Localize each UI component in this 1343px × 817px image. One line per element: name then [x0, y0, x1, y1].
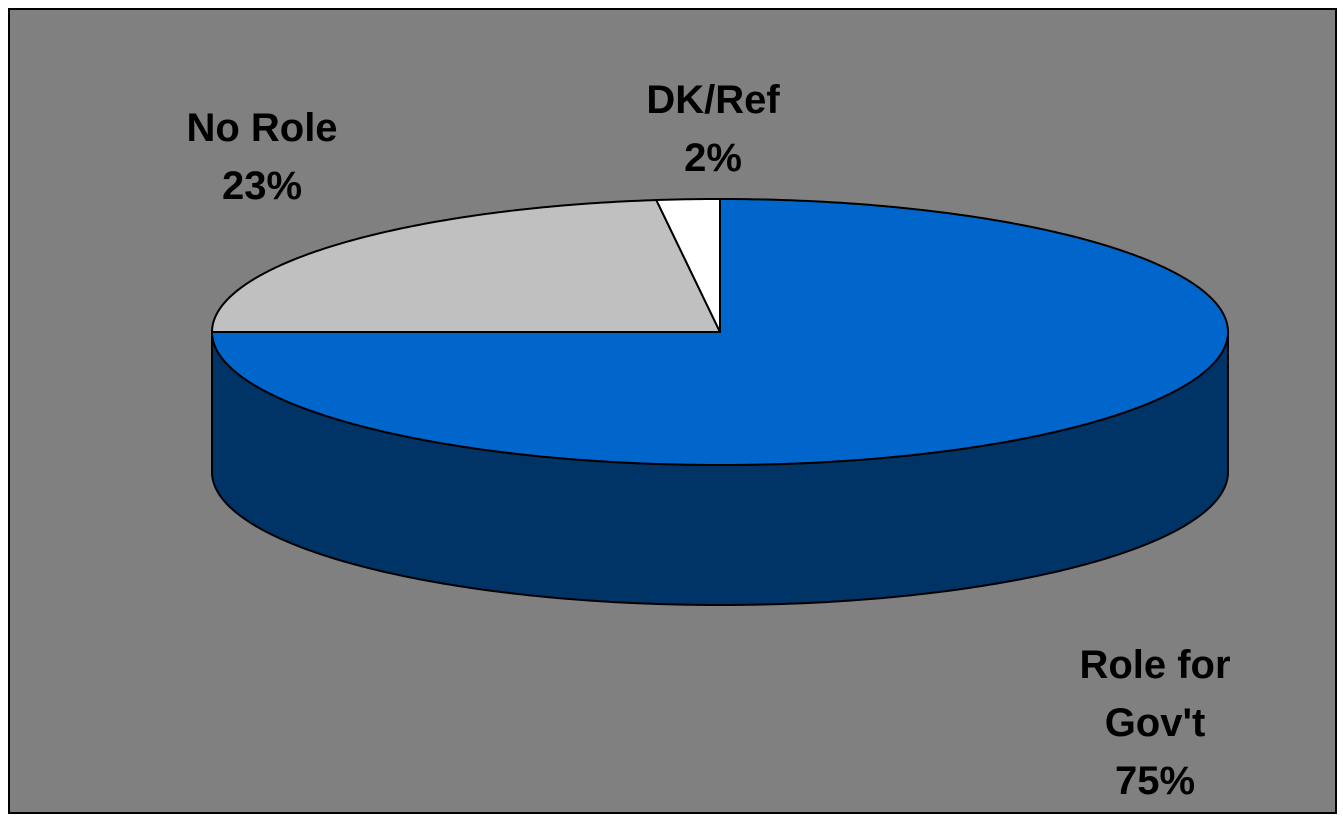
value-label: 23% — [221, 164, 303, 208]
category-label: Role for Gov't — [1079, 643, 1231, 745]
value-label: 2% — [684, 136, 742, 180]
value-label: 75% — [1114, 759, 1196, 803]
slice — [655, 198, 721, 333]
slice-label: Role for Gov't 75% — [1040, 636, 1270, 810]
category-label: No Role — [186, 106, 338, 150]
slice — [211, 199, 721, 333]
category-label: DK/Ref — [646, 78, 780, 122]
slice-label: DK/Ref 2% — [598, 71, 828, 187]
slice-label: No Role 23% — [147, 99, 377, 215]
